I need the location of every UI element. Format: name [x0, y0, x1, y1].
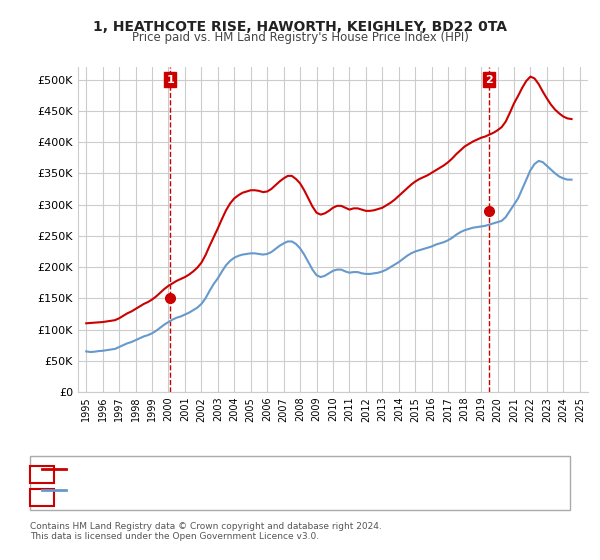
Text: 11-FEB-2000: 11-FEB-2000: [69, 470, 143, 480]
Text: 1: 1: [166, 74, 174, 85]
Text: £150,000: £150,000: [216, 470, 270, 480]
Text: 2: 2: [485, 74, 493, 85]
Text: 1, HEATHCOTE RISE, HAWORTH, KEIGHLEY, BD22 0TA (detached house): 1, HEATHCOTE RISE, HAWORTH, KEIGHLEY, BD…: [72, 464, 444, 474]
Text: £290,000: £290,000: [216, 492, 270, 502]
Text: 1, HEATHCOTE RISE, HAWORTH, KEIGHLEY, BD22 0TA: 1, HEATHCOTE RISE, HAWORTH, KEIGHLEY, BD…: [93, 20, 507, 34]
Text: 71% ↑ HPI: 71% ↑ HPI: [348, 470, 409, 480]
Text: Price paid vs. HM Land Registry's House Price Index (HPI): Price paid vs. HM Land Registry's House …: [131, 31, 469, 44]
Text: Contains HM Land Registry data © Crown copyright and database right 2024.
This d: Contains HM Land Registry data © Crown c…: [30, 522, 382, 542]
Text: 1: 1: [38, 468, 46, 482]
Text: HPI: Average price, detached house, Bradford: HPI: Average price, detached house, Brad…: [72, 485, 310, 495]
Text: 21-JUN-2019: 21-JUN-2019: [69, 492, 143, 502]
Text: 2: 2: [38, 491, 46, 504]
Text: 20% ↑ HPI: 20% ↑ HPI: [348, 492, 409, 502]
